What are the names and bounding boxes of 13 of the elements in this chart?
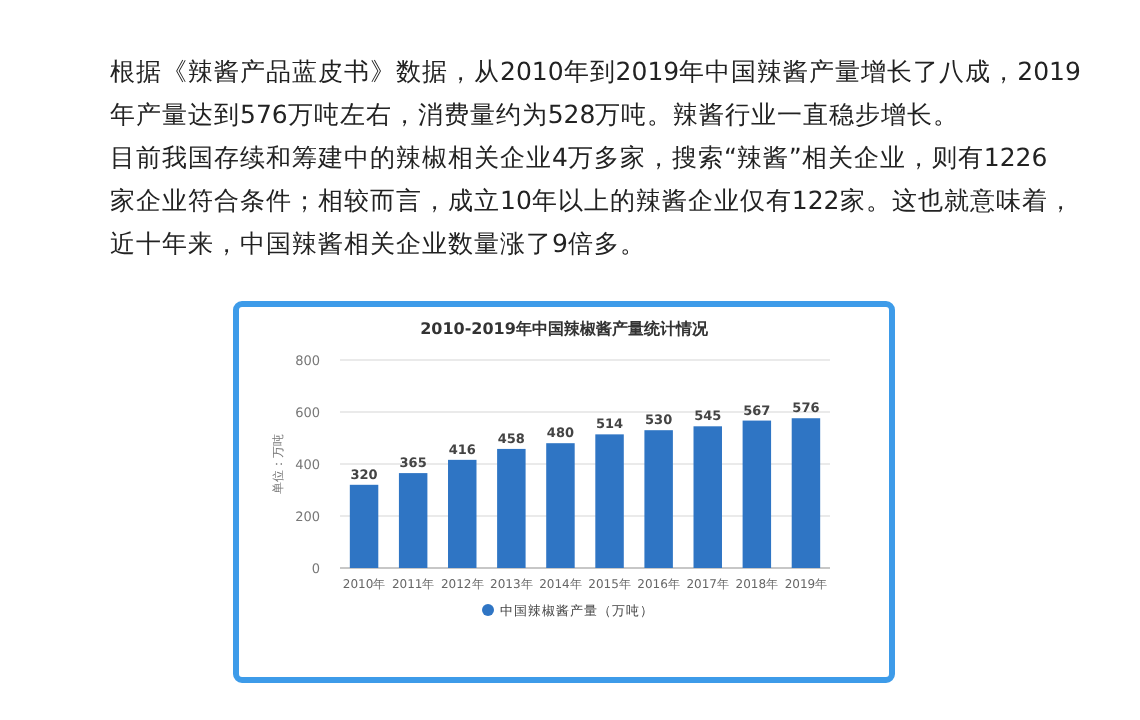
text: 根据《辣酱产品蓝皮书》数据，从2010年到2019年中国辣酱产量增长了八成，2019年产量达到576万吨左右，消费量约为528万吨。辣酱行业一直稳步增长。 — [110, 56, 1081, 129]
bar — [448, 459, 477, 568]
text: 目前我国存续和筹建中的辣椒相关企业4万多家，搜索“辣酱”相关企业，则有1226家企业符合条件；相较而言，成立10年以上的辣酱企业仅有122家。这也就意味着，近十年来，中国辣酱相关企业数量涨了9倍多。 — [110, 142, 1074, 258]
bar — [693, 426, 722, 568]
bar — [644, 430, 673, 568]
bar — [546, 443, 575, 568]
chart-title: 2010-2019年中国辣椒酱产量统计情况 — [420, 320, 710, 338]
bar — [398, 473, 428, 568]
bar — [595, 434, 624, 568]
bar — [497, 448, 526, 568]
bar — [791, 418, 821, 568]
bar — [349, 484, 379, 568]
bar — [742, 420, 772, 568]
